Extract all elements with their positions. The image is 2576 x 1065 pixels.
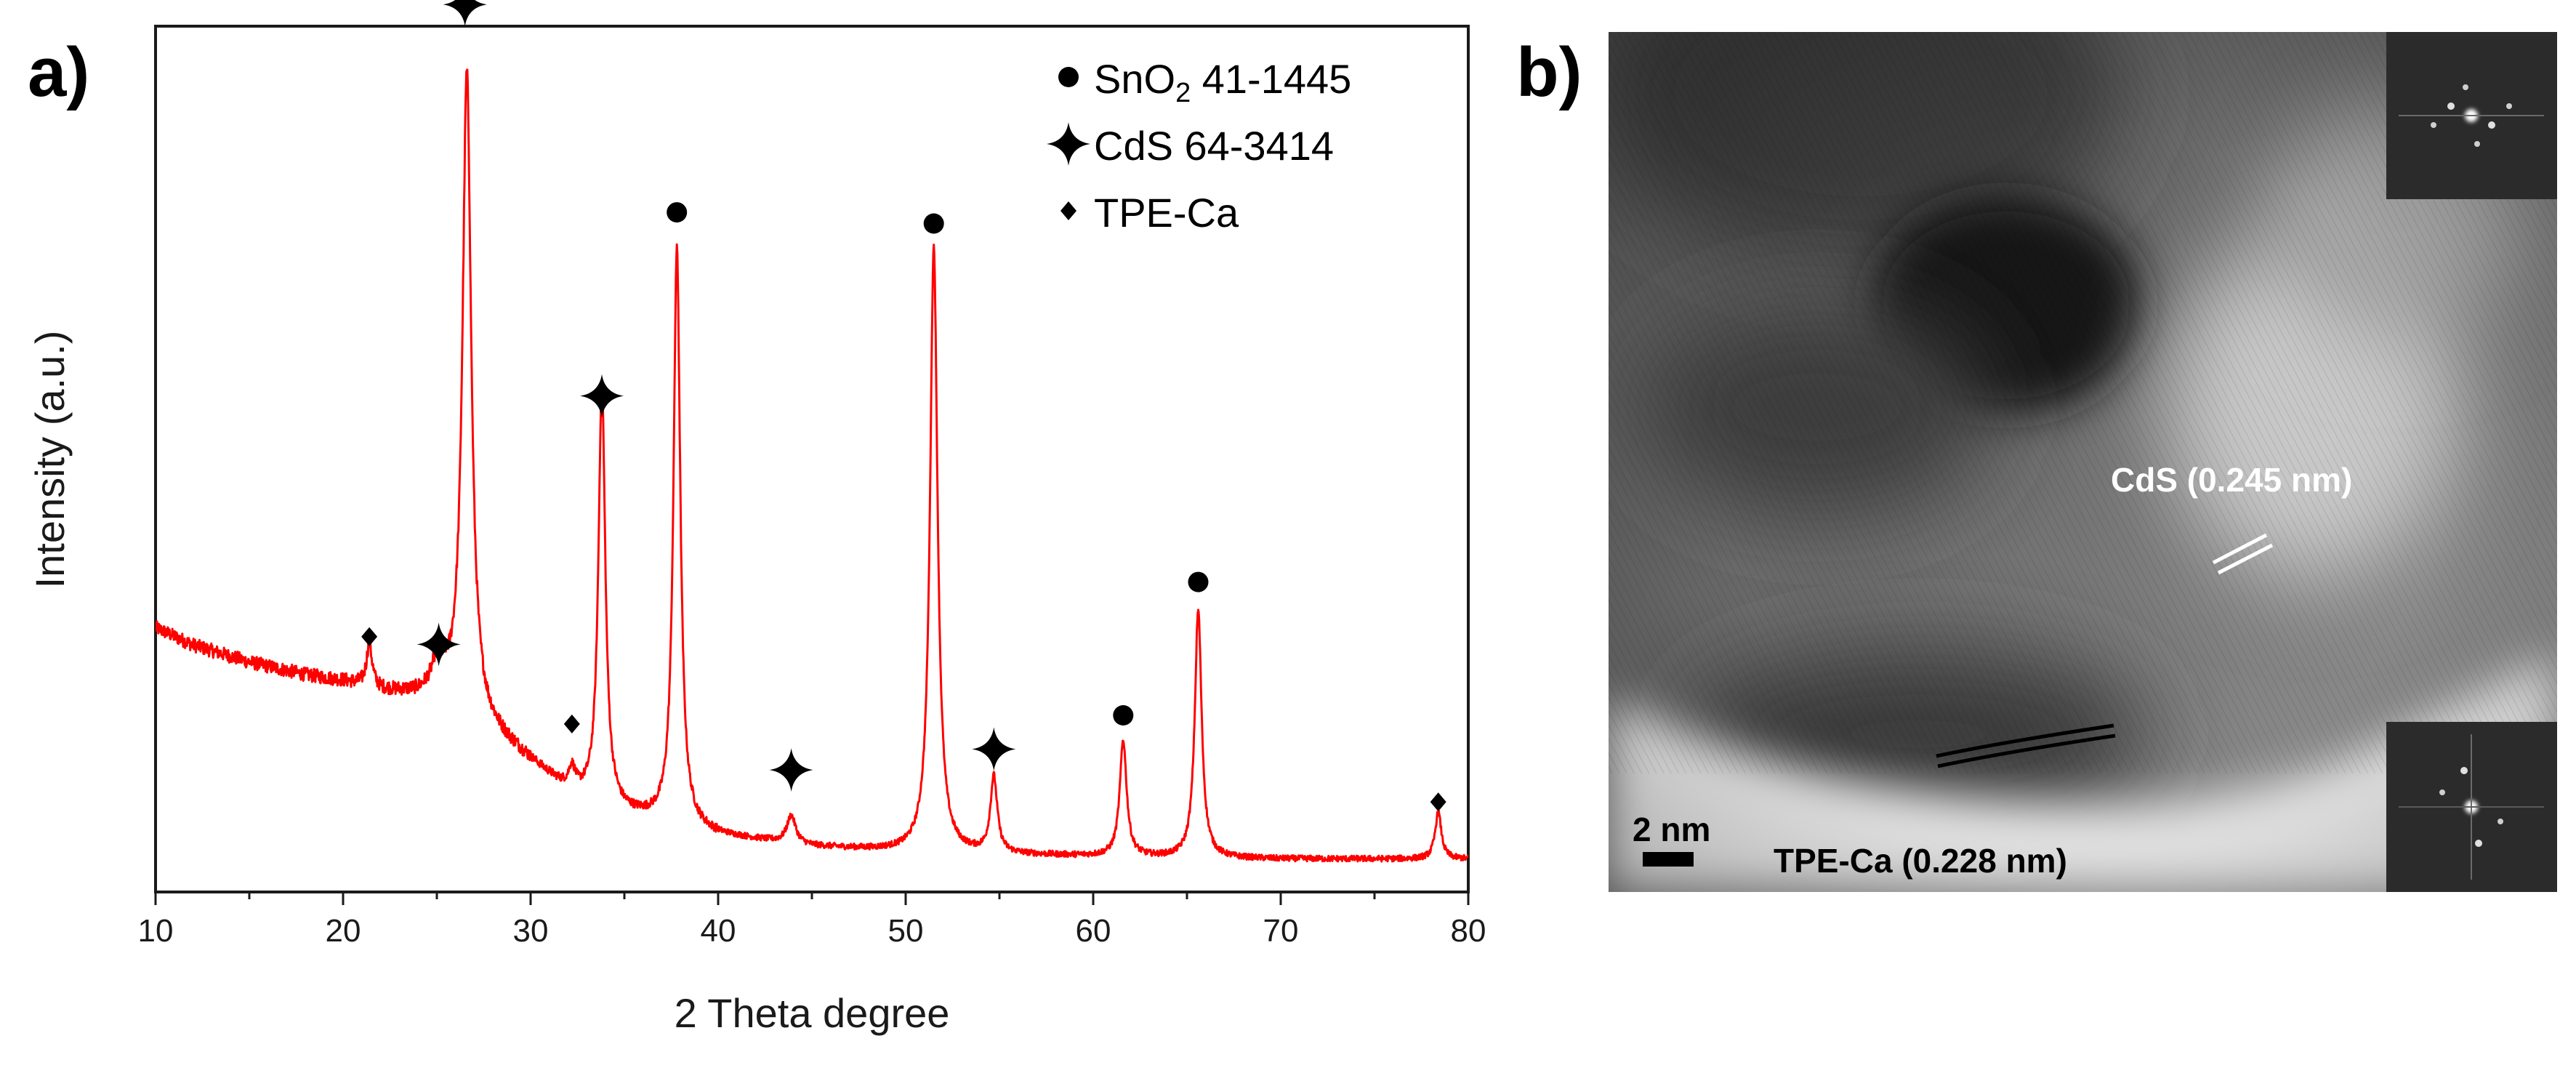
legend-sno2-subscript: 2 (1175, 78, 1191, 108)
fft-inset-top (2386, 32, 2557, 199)
x-tick-label: 70 (1263, 913, 1299, 949)
legend-sno2-label: SnO2 41-1445 (1094, 56, 1351, 108)
scale-bar (1643, 852, 1694, 867)
fft-spot (2431, 122, 2436, 128)
fft-spot (2475, 840, 2482, 847)
legend-circle-marker (1058, 67, 1079, 87)
fft-spot (2497, 819, 2503, 824)
cds-marker (443, 0, 487, 27)
x-tick-label: 60 (1076, 913, 1111, 949)
cds-marker (580, 374, 624, 418)
cds-marker (769, 748, 813, 792)
tpe-ca-marker (1430, 792, 1446, 812)
tpe-ca-spacing-label: TPE-Ca (0.228 nm) (1774, 842, 2067, 880)
sno2-marker (1188, 571, 1209, 592)
tpe-ca-spacing-text: TPE-Ca (0.228 nm) (1774, 842, 2067, 880)
fft-spot (2439, 789, 2445, 795)
y-axis-title: Intensity (a.u.) (27, 331, 73, 589)
tpe-ca-marker (563, 714, 580, 734)
fft-inset-bottom (2386, 722, 2557, 892)
x-axis-title: 2 Theta degree (675, 990, 950, 1036)
fft-spot (2474, 141, 2480, 147)
x-tick-label: 20 (326, 913, 361, 949)
cds-marker (972, 727, 1016, 771)
sno2-marker (923, 213, 944, 234)
x-tick-label: 30 (513, 913, 549, 949)
sno2-marker (667, 202, 688, 223)
x-tick-label: 10 (138, 913, 174, 949)
legend-sno2-code: 41-1445 (1191, 56, 1351, 102)
x-tick-label: 50 (888, 913, 924, 949)
cds-spacing-label: CdS (0.245 nm) (2111, 461, 2352, 499)
peak-markers (361, 0, 1446, 812)
xrd-pattern-line (156, 68, 1468, 863)
tpe-ca-lattice-lines (1936, 723, 2116, 768)
sno2-marker (1188, 571, 1209, 592)
cds-marker (972, 727, 1016, 771)
tpe-ca-marker (361, 627, 378, 646)
fft-spot (2506, 103, 2512, 109)
legend-diamond-marker (1060, 201, 1076, 220)
panel-a-label: a) (28, 33, 89, 111)
cds-marker (416, 622, 461, 667)
tem-image: CdS (0.245 nm) TPE-Ca (0.228 nm) 2 nm (1609, 32, 2557, 892)
fft-spot (2447, 103, 2455, 110)
tpe-ca-marker (1430, 792, 1446, 812)
x-axis-ticks (154, 892, 1470, 905)
legend-star-marker (1047, 122, 1090, 166)
fft-spot (2463, 84, 2468, 90)
x-tick-label: 40 (701, 913, 736, 949)
fft-spot (2488, 121, 2495, 129)
cds-lattice-lines (2212, 533, 2274, 575)
panel-b-label: b) (1516, 33, 1582, 111)
x-axis-tick-labels: 10 20 30 40 50 60 70 80 (138, 913, 1486, 949)
legend-cds-marker (1047, 122, 1090, 166)
legend-tpe-marker (1060, 201, 1076, 220)
scale-bar-label: 2 nm (1633, 811, 1710, 848)
cds-marker (580, 374, 624, 418)
fft-spot (2460, 767, 2468, 774)
x-tick-label: 80 (1451, 913, 1486, 949)
legend-sno2-marker (1058, 67, 1079, 87)
cds-marker (443, 0, 487, 27)
tpe-ca-marker (563, 714, 580, 734)
sno2-marker (1113, 705, 1134, 726)
cds-marker (416, 622, 461, 667)
legend-tpe-label: TPE-Ca (1094, 190, 1239, 236)
cds-marker (769, 748, 813, 792)
xrd-chart: 10 20 30 40 50 60 70 80 2 Theta degree Intensit… (27, 0, 1486, 1036)
legend-cds-label: CdS 64-3414 (1094, 123, 1334, 169)
sno2-marker (1113, 705, 1134, 726)
legend-sno2-text: SnO (1094, 56, 1175, 102)
legend: SnO2 41-1445 CdS 64-3414 TPE-Ca (1047, 56, 1351, 236)
sno2-marker (923, 213, 944, 234)
tpe-ca-marker (361, 627, 378, 646)
sno2-marker (667, 202, 688, 223)
